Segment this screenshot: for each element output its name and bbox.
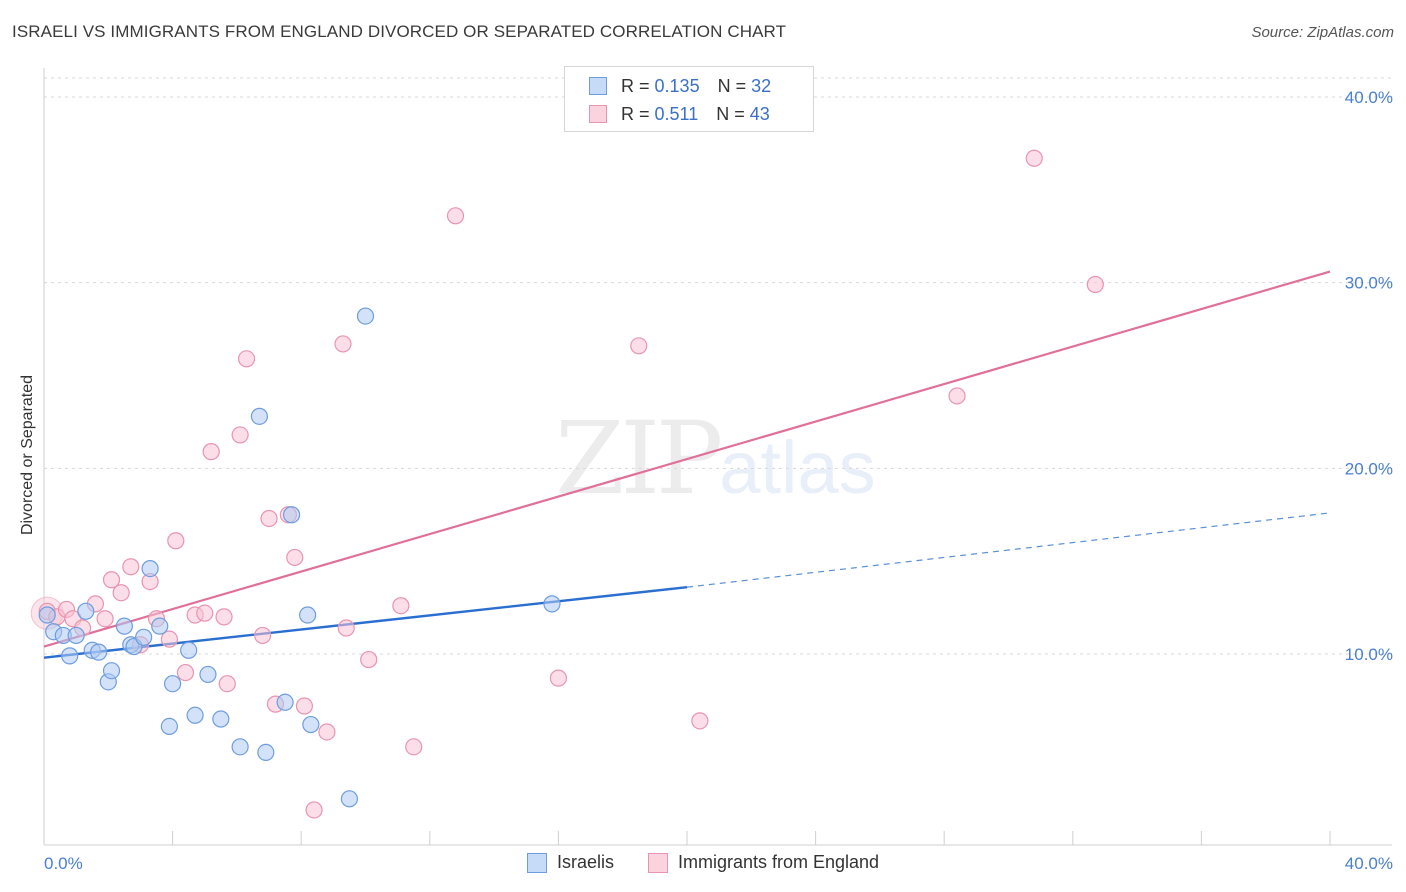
point-england	[295, 697, 314, 715]
point-israelis	[141, 559, 159, 578]
watermark-atlas: atlas	[719, 426, 876, 509]
trend-line-israelis-extension	[686, 512, 1331, 588]
point-israelis	[61, 647, 79, 665]
legend-item-england[interactable]: Immigrants from England	[647, 852, 880, 873]
point-england	[218, 675, 236, 693]
point-england	[202, 443, 220, 461]
point-england	[96, 610, 114, 628]
watermark-zip: ZIP	[555, 400, 723, 517]
point-israelis	[180, 641, 198, 659]
point-england	[405, 738, 423, 756]
point-england	[360, 650, 378, 669]
y-tick-label: 40.0%	[1345, 88, 1393, 107]
point-england	[215, 608, 233, 626]
source-label: Source: ZipAtlas.com	[1251, 24, 1394, 41]
trend-lines	[43, 270, 1331, 659]
point-england	[630, 337, 648, 355]
legend-row-israelis: R = 0.135 N = 32	[589, 74, 771, 98]
point-england	[112, 584, 130, 602]
y-tick-label: 30.0%	[1345, 274, 1393, 293]
point-israelis	[38, 606, 56, 624]
x-tick-label: 0.0%	[44, 854, 83, 873]
point-israelis	[282, 506, 301, 524]
legend-label-england: Immigrants from England	[677, 852, 880, 872]
point-england	[176, 663, 195, 682]
point-england	[231, 426, 249, 444]
y-tick-label: 20.0%	[1345, 459, 1393, 478]
point-israelis	[135, 628, 153, 646]
point-israelis	[115, 617, 133, 635]
tick-labels: 10.0% 20.0% 30.0% 40.0% 0.0% 40.0%	[44, 88, 1393, 873]
point-israelis	[356, 307, 375, 325]
point-england	[691, 712, 709, 730]
point-england	[1086, 275, 1104, 294]
legend-swatch-israelis	[589, 77, 607, 95]
point-england	[237, 350, 256, 368]
point-israelis	[276, 693, 294, 711]
legend-swatch-israelis	[526, 852, 547, 873]
point-israelis	[212, 710, 230, 728]
point-israelis	[102, 662, 121, 680]
legend-r-value: 0.511	[654, 103, 699, 124]
point-england	[196, 604, 214, 622]
point-england	[122, 558, 140, 576]
legend-n-label: N =	[717, 75, 747, 96]
point-israelis	[250, 407, 269, 425]
point-england	[160, 630, 178, 648]
point-israelis	[67, 626, 85, 645]
point-england	[102, 571, 121, 589]
point-england	[549, 669, 568, 687]
x-tick-label: 40.0%	[1345, 854, 1393, 873]
point-israelis	[77, 602, 95, 620]
legend-r-label: R =	[621, 75, 650, 96]
point-england	[286, 548, 304, 567]
point-israelis	[164, 675, 182, 693]
point-england	[167, 532, 185, 550]
point-england	[305, 801, 323, 819]
point-israelis	[543, 595, 561, 613]
point-israelis	[186, 706, 204, 724]
point-england	[318, 723, 336, 741]
trend-line-israelis	[43, 585, 688, 659]
point-israelis	[90, 643, 108, 661]
point-israelis	[151, 617, 169, 635]
point-israelis	[340, 790, 359, 808]
point-england	[948, 387, 966, 405]
legend-item-israelis[interactable]: Israelis	[526, 852, 614, 873]
legend-label-israelis: Israelis	[556, 852, 614, 872]
point-england	[260, 509, 278, 528]
point-england	[337, 619, 355, 637]
point-israelis	[199, 665, 217, 684]
point-israelis	[299, 606, 317, 624]
point-israelis	[302, 715, 320, 734]
point-england	[392, 597, 410, 615]
point-israelis	[231, 738, 249, 756]
legend-n-value: 32	[751, 75, 772, 96]
point-england	[334, 335, 352, 353]
legend-n-label: N =	[716, 103, 745, 124]
point-england	[446, 207, 465, 225]
legend-row-england: R = 0.511 N = 43	[589, 102, 770, 126]
watermark: ZIPatlas	[555, 400, 876, 517]
legend-n-value: 43	[749, 103, 770, 124]
trend-line-england	[43, 270, 1331, 648]
axes	[43, 68, 1392, 846]
data-points	[30, 149, 1104, 819]
point-israelis	[160, 717, 178, 736]
legend-box: R = 0.135 N = 32 R = 0.511 N = 43	[564, 66, 814, 132]
y-tick-label: 10.0%	[1345, 645, 1393, 664]
legend-swatch-england	[589, 105, 607, 123]
bottom-legend: Israelis Immigrants from England	[0, 852, 1406, 873]
point-england	[1025, 149, 1043, 167]
point-israelis	[257, 743, 275, 762]
legend-r-value: 0.135	[654, 75, 700, 96]
legend-swatch-england	[647, 852, 668, 873]
point-england	[254, 626, 272, 645]
chart-title: ISRAELI VS IMMIGRANTS FROM ENGLAND DIVOR…	[12, 22, 787, 41]
legend-r-label: R =	[621, 103, 650, 124]
